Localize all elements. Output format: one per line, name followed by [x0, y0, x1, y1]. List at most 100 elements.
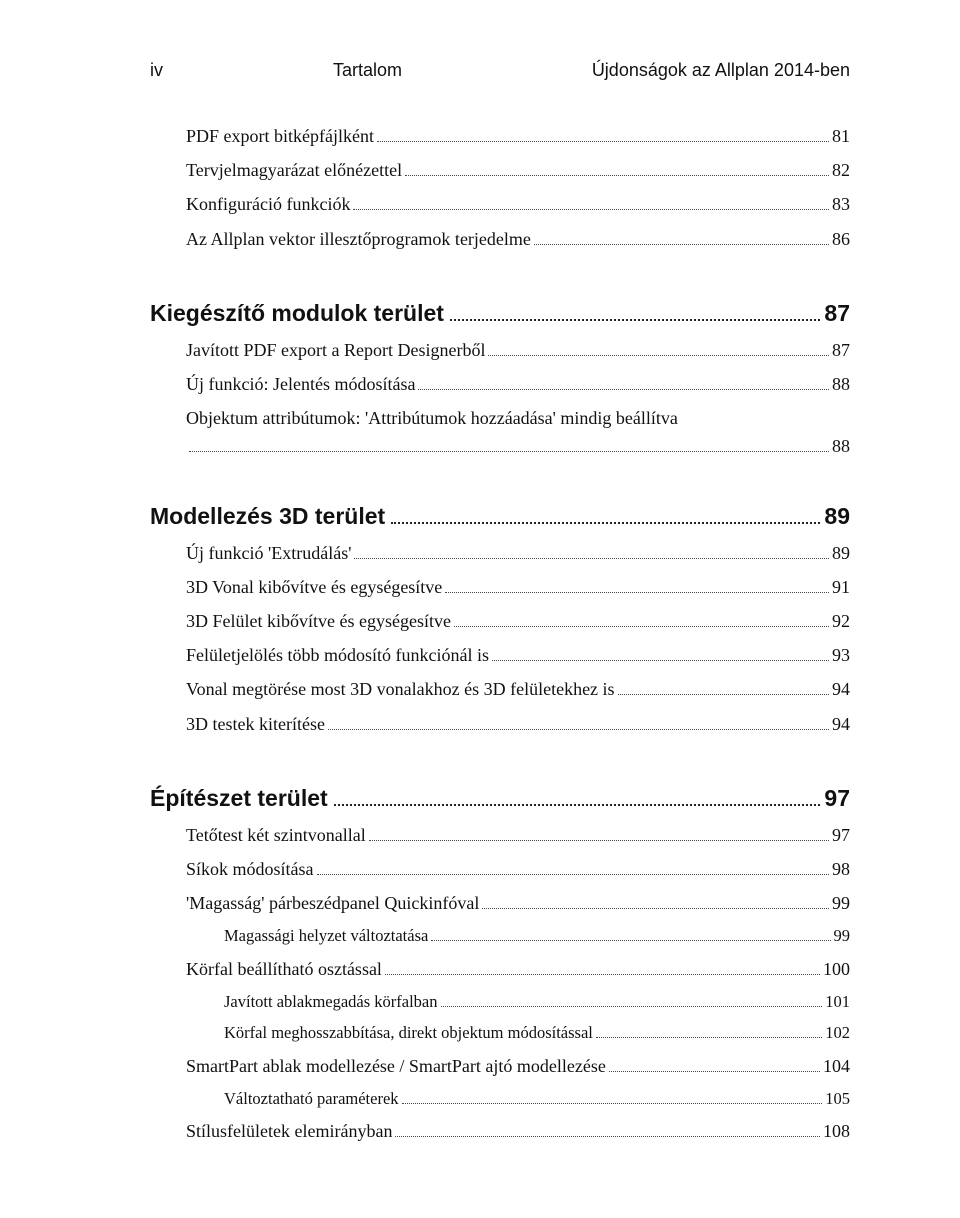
header-right: Újdonságok az Allplan 2014-ben [592, 60, 850, 81]
toc-label: SmartPart ablak modellezése / SmartPart … [186, 1049, 606, 1083]
toc-entry: Körfal beállítható osztással 100 [150, 952, 850, 986]
toc-page: 94 [832, 707, 850, 741]
dot-leader [618, 681, 829, 695]
dot-leader [431, 928, 830, 941]
toc-page: 100 [823, 952, 850, 986]
toc-page: 97 [832, 818, 850, 852]
section-title-label: Kiegészítő modulok terület [150, 300, 444, 327]
toc-label: Felületjelölés több módosító funkciónál … [186, 638, 489, 672]
toc-page: 98 [832, 852, 850, 886]
dot-leader [454, 613, 829, 627]
toc-entry: Új funkció 'Extrudálás' 89 [150, 536, 850, 570]
toc-page: 81 [832, 119, 850, 153]
toc-label: Körfal beállítható osztással [186, 952, 382, 986]
toc-label: Javított ablakmegadás körfalban [224, 986, 438, 1017]
toc-section-title: Kiegészítő modulok terület 87 [150, 300, 850, 327]
toc-page: 86 [832, 222, 850, 256]
toc-page: 99 [834, 920, 851, 951]
toc-entry: PDF export bitképfájlként 81 [150, 119, 850, 153]
dot-leader [395, 1123, 820, 1137]
dot-leader [488, 341, 829, 355]
dot-leader [492, 647, 829, 661]
toc-page: 83 [832, 187, 850, 221]
toc-label: Stílusfelületek elemirányban [186, 1114, 392, 1148]
section-title-label: Építészet terület [150, 785, 328, 812]
dot-leader [317, 861, 829, 875]
toc-entry: Az Allplan vektor illesztőprogramok terj… [150, 222, 850, 256]
dot-leader [534, 230, 829, 244]
dot-leader [441, 994, 823, 1007]
toc-label: Objektum attribútumok: 'Attribútumok hoz… [186, 401, 678, 435]
toc-label: Síkok módosítása [186, 852, 314, 886]
toc-label: Konfiguráció funkciók [186, 187, 350, 221]
header-center: Tartalom [163, 60, 592, 81]
toc-entry: Javított ablakmegadás körfalban 101 [150, 986, 850, 1017]
toc-label: 3D testek kiterítése [186, 707, 325, 741]
toc-entry: Objektum attribútumok: 'Attribútumok hoz… [150, 401, 850, 435]
toc-section-title: Építészet terület 97 [150, 785, 850, 812]
toc-entry: Tervjelmagyarázat előnézettel 82 [150, 153, 850, 187]
toc-entry: Körfal meghosszabbítása, direkt objektum… [150, 1017, 850, 1048]
toc-page: 94 [832, 672, 850, 706]
toc-label: PDF export bitképfájlként [186, 119, 374, 153]
toc-entry: Vonal megtörése most 3D vonalakhoz és 3D… [150, 672, 850, 706]
toc-entry: Változtatható paraméterek 105 [150, 1083, 850, 1114]
toc-label: Tetőtest két szintvonallal [186, 818, 366, 852]
toc-label: 3D Felület kibővítve és egységesítve [186, 604, 451, 638]
section-title-page: 97 [824, 785, 850, 812]
toc-page: 93 [832, 638, 850, 672]
page-header: iv Tartalom Újdonságok az Allplan 2014-b… [150, 60, 850, 81]
dot-leader [334, 787, 821, 805]
toc-entry: 3D Felület kibővítve és egységesítve 92 [150, 604, 850, 638]
table-of-contents: PDF export bitképfájlként 81Tervjelmagya… [150, 119, 850, 1148]
toc-page: 88 [832, 435, 850, 458]
toc-label: Az Allplan vektor illesztőprogramok terj… [186, 222, 531, 256]
toc-label: Magassági helyzet változtatása [224, 920, 428, 951]
toc-entry: SmartPart ablak modellezése / SmartPart … [150, 1049, 850, 1083]
dot-leader [369, 826, 829, 840]
toc-page: 91 [832, 570, 850, 604]
toc-entry: 'Magasság' párbeszédpanel Quickinfóval 9… [150, 886, 850, 920]
toc-page: 99 [832, 886, 850, 920]
dot-leader [353, 196, 829, 210]
dot-leader [445, 579, 829, 593]
toc-label: Változtatható paraméterek [224, 1083, 399, 1114]
dot-leader [328, 715, 829, 729]
dot-leader [377, 128, 829, 142]
toc-label: Új funkció: Jelentés módosítása [186, 367, 415, 401]
header-page-roman: iv [150, 60, 163, 81]
toc-label: Tervjelmagyarázat előnézettel [186, 153, 402, 187]
toc-entry: Magassági helyzet változtatása 99 [150, 920, 850, 951]
toc-page: 87 [832, 333, 850, 367]
dot-leader [189, 438, 829, 452]
toc-page: 108 [823, 1114, 850, 1148]
dot-leader [385, 960, 820, 974]
dot-leader [482, 895, 829, 909]
toc-label: Javított PDF export a Report Designerből [186, 333, 485, 367]
toc-label: Körfal meghosszabbítása, direkt objektum… [224, 1017, 593, 1048]
toc-entry: Konfiguráció funkciók 83 [150, 187, 850, 221]
toc-page: 88 [832, 367, 850, 401]
toc-label: 'Magasság' párbeszédpanel Quickinfóval [186, 886, 479, 920]
toc-section-title: Modellezés 3D terület 89 [150, 503, 850, 530]
toc-entry: Tetőtest két szintvonallal 97 [150, 818, 850, 852]
toc-entry: Síkok módosítása 98 [150, 852, 850, 886]
dot-leader [609, 1057, 820, 1071]
toc-entry: Felületjelölés több módosító funkciónál … [150, 638, 850, 672]
toc-label: 3D Vonal kibővítve és egységesítve [186, 570, 442, 604]
toc-page: 89 [832, 536, 850, 570]
toc-entry-continuation: 88 [150, 435, 850, 458]
dot-leader [402, 1091, 823, 1104]
section-title-page: 87 [824, 300, 850, 327]
toc-label: Új funkció 'Extrudálás' [186, 536, 351, 570]
toc-page: 104 [823, 1049, 850, 1083]
section-title-label: Modellezés 3D terület [150, 503, 385, 530]
toc-page: 101 [825, 986, 850, 1017]
toc-page: 102 [825, 1017, 850, 1048]
toc-label: Vonal megtörése most 3D vonalakhoz és 3D… [186, 672, 615, 706]
toc-entry: Stílusfelületek elemirányban 108 [150, 1114, 850, 1148]
dot-leader [391, 505, 820, 523]
dot-leader [354, 544, 829, 558]
dot-leader [596, 1025, 822, 1038]
toc-page: 82 [832, 153, 850, 187]
